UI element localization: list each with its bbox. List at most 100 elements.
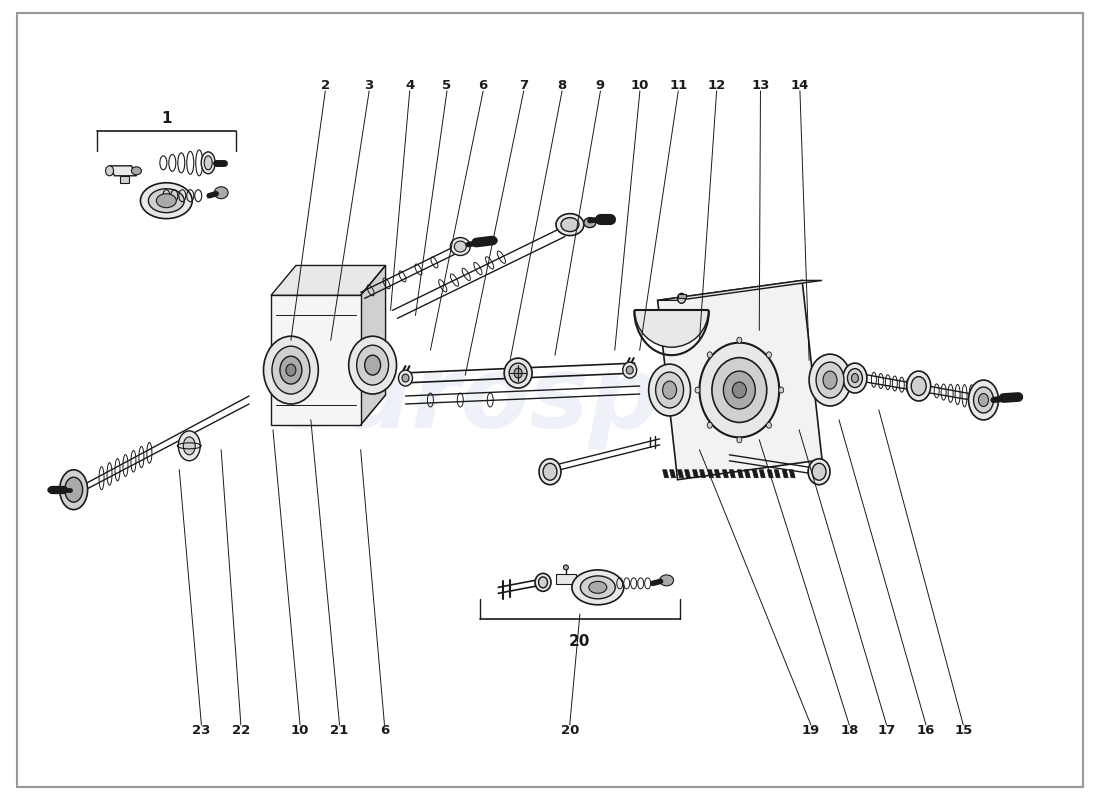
Ellipse shape [733,382,746,398]
Ellipse shape [911,377,926,395]
Ellipse shape [205,156,212,170]
Polygon shape [782,470,789,478]
Polygon shape [271,295,361,425]
Polygon shape [700,470,705,478]
Text: 10: 10 [630,78,649,91]
Bar [678,294,685,298]
Polygon shape [714,470,720,478]
Polygon shape [729,470,736,478]
Ellipse shape [851,374,858,382]
Polygon shape [774,470,780,478]
Ellipse shape [201,152,216,174]
Polygon shape [789,470,795,478]
Polygon shape [707,470,714,478]
Ellipse shape [572,570,624,605]
Ellipse shape [656,372,683,408]
Polygon shape [745,470,750,478]
Text: 5: 5 [442,78,451,91]
Polygon shape [684,470,691,478]
Ellipse shape [823,371,837,389]
Text: 1: 1 [161,111,172,126]
Text: 4: 4 [405,78,415,91]
Polygon shape [737,470,744,478]
Text: 2: 2 [321,78,330,91]
Ellipse shape [543,463,557,480]
Polygon shape [752,470,758,478]
Text: 7: 7 [519,78,528,91]
Ellipse shape [132,167,142,174]
Ellipse shape [141,182,192,218]
Ellipse shape [767,352,771,358]
Text: 13: 13 [751,78,770,91]
Ellipse shape [626,366,634,374]
Text: 14: 14 [791,78,810,91]
Ellipse shape [450,238,471,255]
Ellipse shape [968,380,999,420]
Ellipse shape [156,194,176,208]
Text: 19: 19 [802,724,820,738]
Text: 11: 11 [669,78,688,91]
Ellipse shape [843,363,867,393]
Ellipse shape [847,369,862,387]
Polygon shape [361,266,386,425]
Ellipse shape [106,166,113,176]
Ellipse shape [539,458,561,485]
Ellipse shape [737,437,741,443]
Ellipse shape [662,381,676,399]
Text: 21: 21 [330,724,349,738]
Ellipse shape [767,422,771,428]
Text: 15: 15 [954,724,972,738]
Ellipse shape [707,352,712,358]
Polygon shape [678,470,683,478]
Ellipse shape [779,387,783,393]
Ellipse shape [556,214,584,235]
Polygon shape [723,470,728,478]
Ellipse shape [279,356,301,384]
Ellipse shape [584,218,596,228]
Ellipse shape [581,576,615,599]
Polygon shape [658,281,822,300]
Polygon shape [110,166,136,176]
Ellipse shape [148,189,185,213]
Ellipse shape [660,575,673,586]
Ellipse shape [178,431,200,461]
Polygon shape [662,470,669,478]
Text: 6: 6 [379,724,389,738]
Ellipse shape [588,582,607,594]
Ellipse shape [737,338,741,343]
Ellipse shape [678,294,685,303]
Ellipse shape [509,363,527,383]
Ellipse shape [539,577,548,588]
Text: 10: 10 [290,724,309,738]
Polygon shape [693,470,698,478]
Ellipse shape [514,368,522,378]
Ellipse shape [272,346,310,394]
Ellipse shape [906,371,931,401]
Text: 20: 20 [561,724,579,738]
Text: 20: 20 [569,634,591,649]
Text: 3: 3 [364,78,374,91]
Ellipse shape [364,355,381,375]
Text: 8: 8 [558,78,566,91]
Ellipse shape [623,362,637,378]
Polygon shape [759,470,766,478]
Ellipse shape [808,458,830,485]
Text: 17: 17 [878,724,895,738]
Text: 12: 12 [707,78,726,91]
Polygon shape [271,266,386,295]
Ellipse shape [535,574,551,591]
Ellipse shape [349,336,396,394]
Text: 9: 9 [596,78,605,91]
Ellipse shape [979,394,989,406]
Ellipse shape [810,354,851,406]
Polygon shape [556,574,576,584]
Text: eurospe: eurospe [272,351,728,449]
Text: 6: 6 [478,78,487,91]
Ellipse shape [286,364,296,376]
Ellipse shape [816,362,844,398]
Ellipse shape [974,387,993,413]
Polygon shape [767,470,773,478]
Text: 16: 16 [916,724,935,738]
Text: 22: 22 [232,724,250,738]
Ellipse shape [356,345,388,385]
